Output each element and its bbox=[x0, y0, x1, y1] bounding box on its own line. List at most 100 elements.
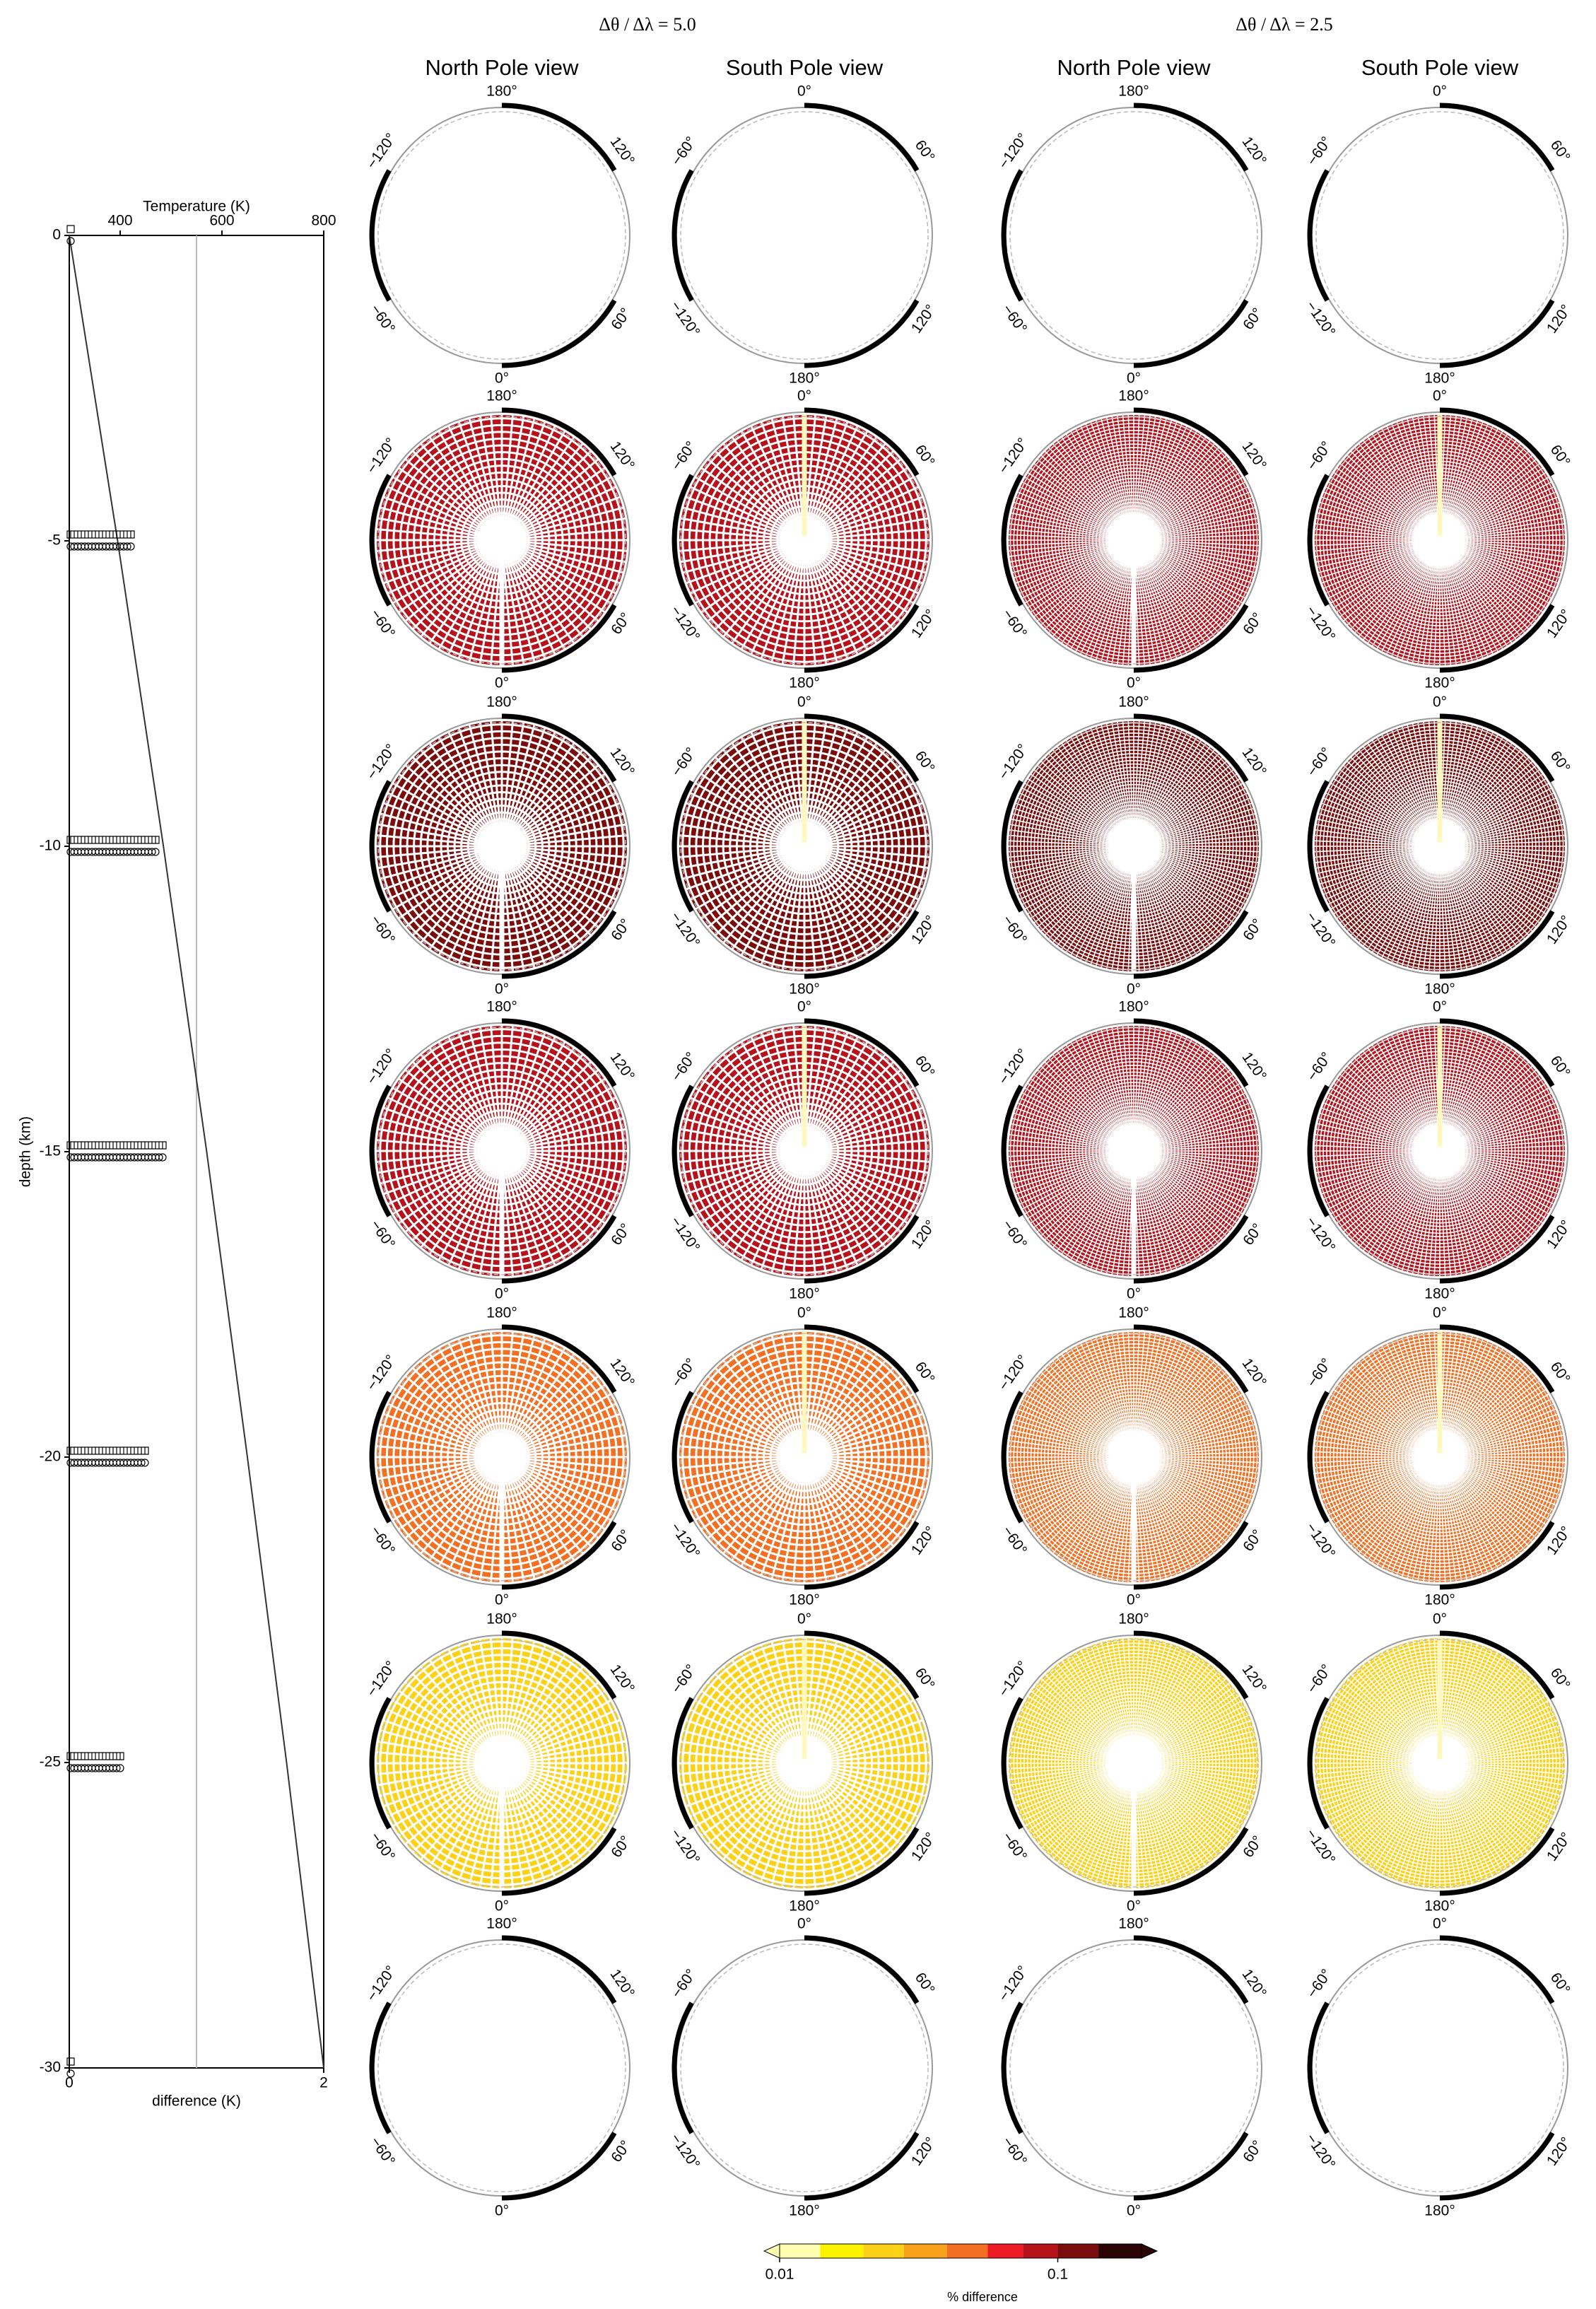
longitude-label: 60° bbox=[912, 1970, 938, 1997]
longitude-label: 0° bbox=[797, 1305, 811, 1321]
longitude-label: 0° bbox=[797, 1916, 811, 1932]
rim-arc bbox=[1133, 1935, 1249, 2004]
rim-arc bbox=[671, 780, 694, 913]
longitude-label: 60° bbox=[1240, 1527, 1266, 1555]
rim-arc bbox=[1439, 407, 1555, 477]
rim-inner bbox=[377, 111, 626, 360]
meridians bbox=[1009, 721, 1259, 971]
polar-panel: 0°60°120°180°−120°−60° bbox=[667, 999, 939, 1302]
longitude-label: 0° bbox=[495, 675, 509, 691]
longitude-label: 0° bbox=[1127, 1286, 1141, 1302]
longitude-label: 0° bbox=[1127, 1592, 1141, 1608]
rim bbox=[1005, 1939, 1262, 2197]
longitude-label: 180° bbox=[789, 370, 819, 387]
rim-inner bbox=[1009, 111, 1258, 360]
rim-arc bbox=[804, 1521, 920, 1590]
difference-circles bbox=[66, 1153, 167, 1162]
pole bbox=[1129, 1759, 1138, 1767]
polar-panel: 0°60°120°180°−120°−60° bbox=[1303, 694, 1575, 998]
pole bbox=[1436, 536, 1444, 544]
rim-arc bbox=[501, 1215, 617, 1284]
meridians bbox=[377, 415, 627, 665]
rim-arc bbox=[1001, 1391, 1023, 1524]
rim-arc bbox=[501, 1018, 617, 1087]
polar-panel: 0°60°120°180°−120°−60° bbox=[667, 1611, 939, 1915]
rim-arc bbox=[804, 1324, 920, 1393]
longitude-label: 180° bbox=[1424, 370, 1455, 387]
meridians bbox=[377, 1026, 627, 1276]
longitude-label: −120° bbox=[1303, 298, 1339, 340]
polar-panel: 0°60°120°180°−120°−60° bbox=[667, 694, 939, 998]
difference-circles bbox=[66, 848, 160, 856]
longitude-label: 180° bbox=[486, 1305, 517, 1321]
colorbar-bin bbox=[863, 2244, 904, 2258]
longitude-label: 0° bbox=[1433, 1611, 1447, 1627]
rim-arc bbox=[501, 1521, 617, 1590]
x-tick-label: 400 bbox=[107, 213, 132, 229]
longitude-label: −120° bbox=[667, 2131, 703, 2173]
longitude-label: −120° bbox=[667, 909, 703, 951]
longitude-label: −60° bbox=[669, 744, 700, 779]
longitude-label: −60° bbox=[1304, 134, 1335, 168]
polar-panel: 180°120°60°0°−60°−120° bbox=[995, 694, 1269, 998]
pole bbox=[800, 842, 809, 850]
polar-panel: 0°60°120°180°−120°−60° bbox=[1303, 1916, 1575, 2219]
polar-panel: 180°120°60°0°−60°−120° bbox=[995, 388, 1269, 691]
rim-arc bbox=[1439, 1215, 1555, 1284]
longitude-label: 180° bbox=[1118, 388, 1149, 404]
view-title: North Pole view bbox=[1057, 55, 1211, 80]
difference-circles bbox=[66, 542, 135, 551]
longitude-label: 0° bbox=[1433, 999, 1447, 1015]
x2-tick-label: 0 bbox=[65, 2075, 74, 2091]
polar-panel: 0°60°120°180°−120°−60° bbox=[667, 1916, 939, 2219]
polar-panel: 180°120°60°0°−60°−120° bbox=[995, 1305, 1269, 1608]
y-tick-label: -30 bbox=[40, 2059, 61, 2076]
longitude-label: 0° bbox=[495, 370, 509, 387]
rim-arc bbox=[1133, 407, 1249, 477]
longitude-label: 60° bbox=[912, 1665, 938, 1693]
rim-arc bbox=[1133, 299, 1249, 368]
polar-panel: 180°120°60°0°−60°−120° bbox=[363, 999, 638, 1302]
pole bbox=[800, 1147, 809, 1155]
rim-arc bbox=[1439, 1324, 1555, 1393]
longitude-label: 180° bbox=[789, 675, 819, 691]
rim-inner bbox=[1009, 722, 1258, 971]
pole bbox=[800, 1453, 809, 1461]
longitude-label: −60° bbox=[367, 607, 398, 641]
longitude-label: 0° bbox=[1433, 1305, 1447, 1321]
longitude-label: −60° bbox=[669, 1661, 700, 1696]
longitude-label: 60° bbox=[1547, 1359, 1573, 1386]
meridians bbox=[1009, 1332, 1259, 1582]
rim-inner bbox=[1315, 1333, 1564, 1582]
pole bbox=[498, 842, 506, 850]
rim-arc bbox=[804, 299, 920, 368]
longitude-label: 60° bbox=[608, 916, 634, 944]
difference-squares bbox=[66, 836, 160, 844]
meridians bbox=[1009, 415, 1259, 665]
polar-panel: 180°120°60°0°−60°−120° bbox=[363, 388, 638, 691]
pole bbox=[800, 536, 809, 544]
rim-arc bbox=[1001, 474, 1023, 607]
rim-inner bbox=[680, 1943, 929, 2192]
rim-inner bbox=[377, 1639, 626, 1888]
longitude-label: −60° bbox=[999, 1217, 1030, 1252]
polar-panel: 0°60°120°180°−120°−60° bbox=[667, 1305, 939, 1608]
rim-arc bbox=[1439, 1018, 1555, 1087]
rim-inner bbox=[1315, 722, 1564, 971]
difference-squares bbox=[66, 1752, 124, 1760]
pole bbox=[498, 1147, 506, 1155]
longitude-label: 60° bbox=[1547, 1970, 1573, 1997]
longitude-label: −60° bbox=[1304, 1049, 1335, 1084]
rim-arc bbox=[1439, 1827, 1555, 1896]
rim-inner bbox=[1315, 1027, 1564, 1275]
rim-arc bbox=[1133, 2132, 1249, 2201]
pole bbox=[1436, 1453, 1444, 1461]
pole bbox=[498, 1453, 506, 1461]
longitude-label: 0° bbox=[1127, 675, 1141, 691]
y-tick-label: -20 bbox=[40, 1449, 61, 1465]
longitude-label: 60° bbox=[608, 2138, 634, 2165]
difference-squares bbox=[66, 1141, 167, 1150]
polar-panel: 180°120°60°0°−60°−120° bbox=[363, 1611, 638, 1915]
